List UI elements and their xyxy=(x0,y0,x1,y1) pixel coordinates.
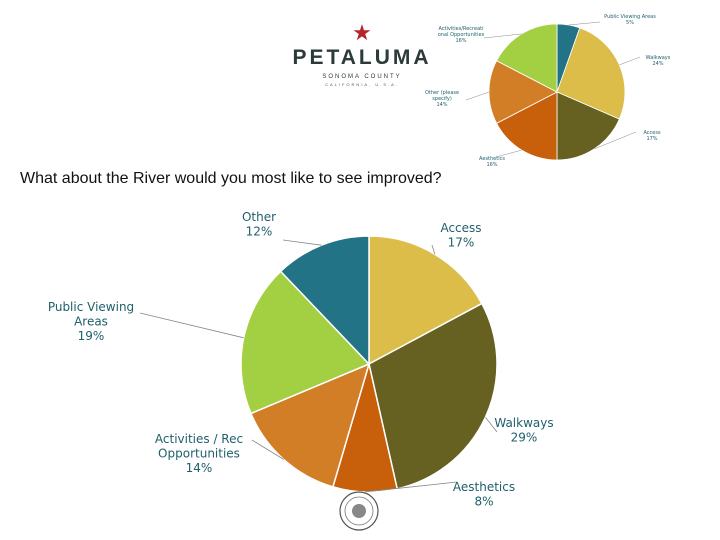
pie-slice-walkways xyxy=(368,302,498,490)
pie-slice-access xyxy=(368,235,483,366)
star-icon: ★ xyxy=(352,20,372,45)
leader-line-public-viewing-areas xyxy=(568,21,601,26)
data-label-other-please-specify: Other (please specify) 14% xyxy=(425,90,459,108)
pie-slice-other xyxy=(279,235,370,366)
city-seal-icon xyxy=(339,491,379,531)
leader-line-walkways xyxy=(485,416,498,433)
leader-line-public-viewing-areas xyxy=(139,312,244,339)
leader-line-activities-recreational-opportunities xyxy=(483,33,522,39)
data-label-public-viewing-areas: Public Viewing Areas 19% xyxy=(48,300,134,343)
logo-subtitle-small: CALIFORNIA, U.S.A. xyxy=(325,82,399,87)
data-label-aesthetics: Aesthetics 8% xyxy=(453,480,515,508)
petaluma-logo: ★ PETALUMA SONOMA COUNTY CALIFORNIA, U.S… xyxy=(282,22,442,92)
data-label-access: Access 17% xyxy=(643,130,661,142)
data-label-aesthetics: Aesthetics 16% xyxy=(479,156,505,168)
leader-line-access xyxy=(431,244,436,255)
pie-slice-public-viewing-areas xyxy=(240,270,371,415)
data-label-walkways: Walkways 29% xyxy=(494,416,553,444)
leader-line-aesthetics xyxy=(364,481,458,493)
data-label-access: Access 17% xyxy=(440,221,481,249)
pie-slice-walkways xyxy=(556,27,626,120)
data-label-activities-recreational-opportunities: Activities/Recreati onal Opportunities 16% xyxy=(438,26,485,44)
leader-line-other-please-specify xyxy=(465,91,490,101)
data-label-other: Other 12% xyxy=(242,210,276,238)
leader-line-activities-rec-opportunities xyxy=(251,439,284,460)
data-label-public-viewing-areas: Public Viewing Areas 5% xyxy=(604,14,656,26)
leader-line-other xyxy=(282,239,322,246)
data-label-walkways: Walkways 24% xyxy=(646,55,671,67)
pie-slice-activities-recreational-opportunities xyxy=(496,23,558,93)
leader-line-aesthetics xyxy=(495,149,522,158)
leader-line-access xyxy=(594,131,637,150)
data-label-activities-rec-opportunities: Activities / Rec Opportunities 14% xyxy=(155,432,243,475)
logo-name: PETALUMA xyxy=(292,46,432,69)
logo-subtitle: SONOMA COUNTY xyxy=(322,74,402,80)
leader-line-walkways xyxy=(619,56,641,66)
pie-slice-aesthetics xyxy=(496,91,558,161)
question-text: What about the River would you most like… xyxy=(20,170,442,187)
